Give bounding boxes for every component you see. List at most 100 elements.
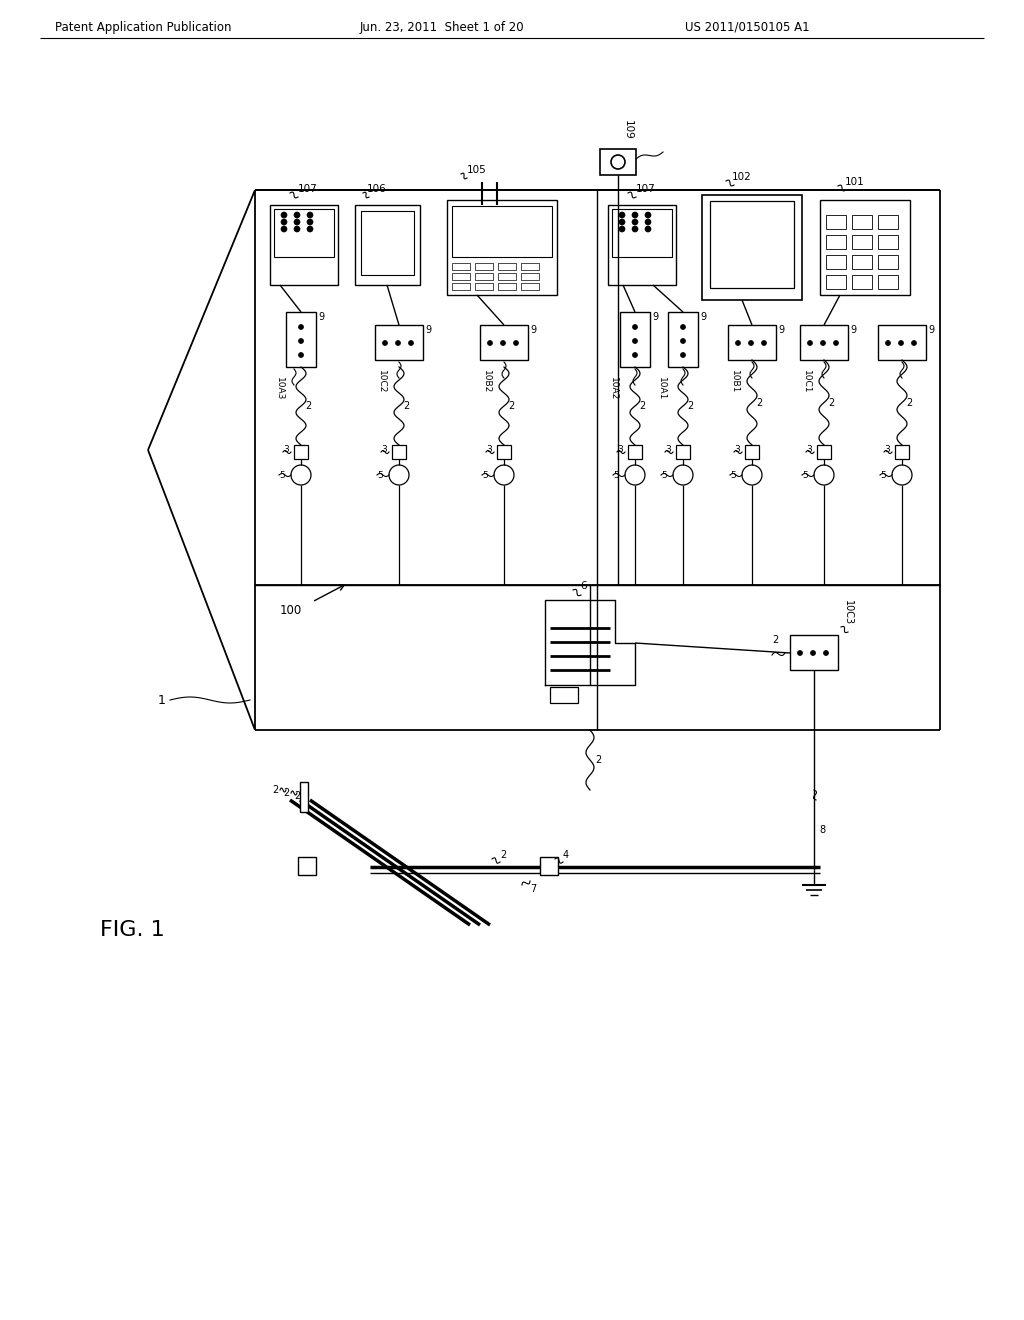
FancyBboxPatch shape — [628, 445, 642, 459]
Text: 8: 8 — [819, 825, 825, 836]
FancyBboxPatch shape — [612, 209, 672, 257]
FancyBboxPatch shape — [355, 205, 420, 285]
FancyBboxPatch shape — [826, 275, 846, 289]
Circle shape — [898, 341, 903, 346]
Circle shape — [299, 352, 303, 358]
FancyBboxPatch shape — [826, 215, 846, 228]
FancyBboxPatch shape — [817, 445, 831, 459]
Text: 3: 3 — [884, 446, 890, 454]
Text: 3: 3 — [283, 446, 289, 454]
Text: FIG. 1: FIG. 1 — [100, 920, 165, 940]
Circle shape — [681, 325, 685, 330]
Text: 1: 1 — [158, 693, 166, 706]
Circle shape — [281, 213, 287, 218]
Text: 109: 109 — [623, 120, 633, 140]
Text: 10C3: 10C3 — [843, 599, 853, 624]
Text: Jun. 23, 2011  Sheet 1 of 20: Jun. 23, 2011 Sheet 1 of 20 — [360, 21, 524, 33]
Circle shape — [294, 219, 300, 224]
Text: 2: 2 — [906, 399, 912, 408]
Text: 2: 2 — [508, 401, 514, 411]
Text: 5: 5 — [730, 470, 736, 479]
FancyBboxPatch shape — [270, 205, 338, 285]
Text: 3: 3 — [665, 446, 671, 454]
Text: 100: 100 — [280, 603, 302, 616]
Text: 107: 107 — [298, 183, 317, 194]
Text: 5: 5 — [279, 470, 285, 479]
FancyBboxPatch shape — [878, 275, 898, 289]
Text: 2: 2 — [500, 850, 506, 861]
Text: 9: 9 — [928, 325, 934, 335]
Circle shape — [798, 651, 803, 656]
Circle shape — [911, 341, 916, 346]
FancyBboxPatch shape — [878, 255, 898, 269]
FancyBboxPatch shape — [375, 325, 423, 360]
Circle shape — [823, 651, 828, 656]
Circle shape — [762, 341, 767, 346]
Text: Patent Application Publication: Patent Application Publication — [55, 21, 231, 33]
Circle shape — [513, 341, 518, 346]
FancyBboxPatch shape — [475, 273, 493, 280]
FancyBboxPatch shape — [878, 325, 926, 360]
Text: 10A3: 10A3 — [275, 378, 284, 401]
Text: 7: 7 — [530, 884, 537, 894]
Text: 3: 3 — [381, 446, 387, 454]
Circle shape — [307, 219, 313, 224]
FancyBboxPatch shape — [790, 635, 838, 671]
Circle shape — [645, 219, 651, 224]
FancyBboxPatch shape — [895, 445, 909, 459]
FancyBboxPatch shape — [852, 255, 872, 269]
Circle shape — [294, 226, 300, 232]
Text: 5: 5 — [880, 470, 886, 479]
Text: 3: 3 — [806, 446, 812, 454]
Circle shape — [633, 352, 638, 358]
Text: 2: 2 — [595, 755, 601, 766]
Text: 5: 5 — [613, 470, 618, 479]
FancyBboxPatch shape — [447, 201, 557, 294]
FancyBboxPatch shape — [702, 195, 802, 300]
Text: 9: 9 — [530, 325, 537, 335]
FancyBboxPatch shape — [521, 282, 539, 290]
Circle shape — [681, 338, 685, 343]
Circle shape — [618, 213, 625, 218]
Circle shape — [294, 213, 300, 218]
Circle shape — [749, 341, 754, 346]
Circle shape — [808, 341, 812, 346]
FancyBboxPatch shape — [668, 312, 698, 367]
Circle shape — [383, 341, 387, 346]
FancyBboxPatch shape — [286, 312, 316, 367]
Text: 9: 9 — [850, 325, 856, 335]
Text: 10C2: 10C2 — [377, 371, 386, 393]
FancyBboxPatch shape — [452, 263, 470, 271]
FancyBboxPatch shape — [298, 857, 316, 875]
FancyBboxPatch shape — [852, 275, 872, 289]
Text: 9: 9 — [652, 312, 658, 322]
Text: 5: 5 — [482, 470, 487, 479]
FancyBboxPatch shape — [600, 149, 636, 176]
FancyBboxPatch shape — [452, 282, 470, 290]
Circle shape — [633, 338, 638, 343]
Circle shape — [645, 213, 651, 218]
Text: 2: 2 — [283, 788, 289, 799]
Text: 3: 3 — [617, 446, 623, 454]
FancyBboxPatch shape — [392, 445, 406, 459]
FancyBboxPatch shape — [498, 263, 516, 271]
FancyBboxPatch shape — [852, 235, 872, 249]
Text: 10A1: 10A1 — [657, 378, 666, 401]
Text: 101: 101 — [845, 177, 864, 187]
FancyBboxPatch shape — [498, 282, 516, 290]
Circle shape — [409, 341, 414, 346]
FancyBboxPatch shape — [878, 215, 898, 228]
Circle shape — [395, 341, 400, 346]
FancyBboxPatch shape — [878, 235, 898, 249]
FancyBboxPatch shape — [452, 273, 470, 280]
Circle shape — [618, 219, 625, 224]
Circle shape — [645, 226, 651, 232]
Circle shape — [820, 341, 825, 346]
Text: 5: 5 — [662, 470, 667, 479]
FancyBboxPatch shape — [274, 209, 334, 257]
FancyBboxPatch shape — [475, 282, 493, 290]
FancyBboxPatch shape — [620, 312, 650, 367]
Circle shape — [632, 226, 638, 232]
Text: 2: 2 — [756, 399, 762, 408]
Text: 2: 2 — [294, 791, 300, 801]
